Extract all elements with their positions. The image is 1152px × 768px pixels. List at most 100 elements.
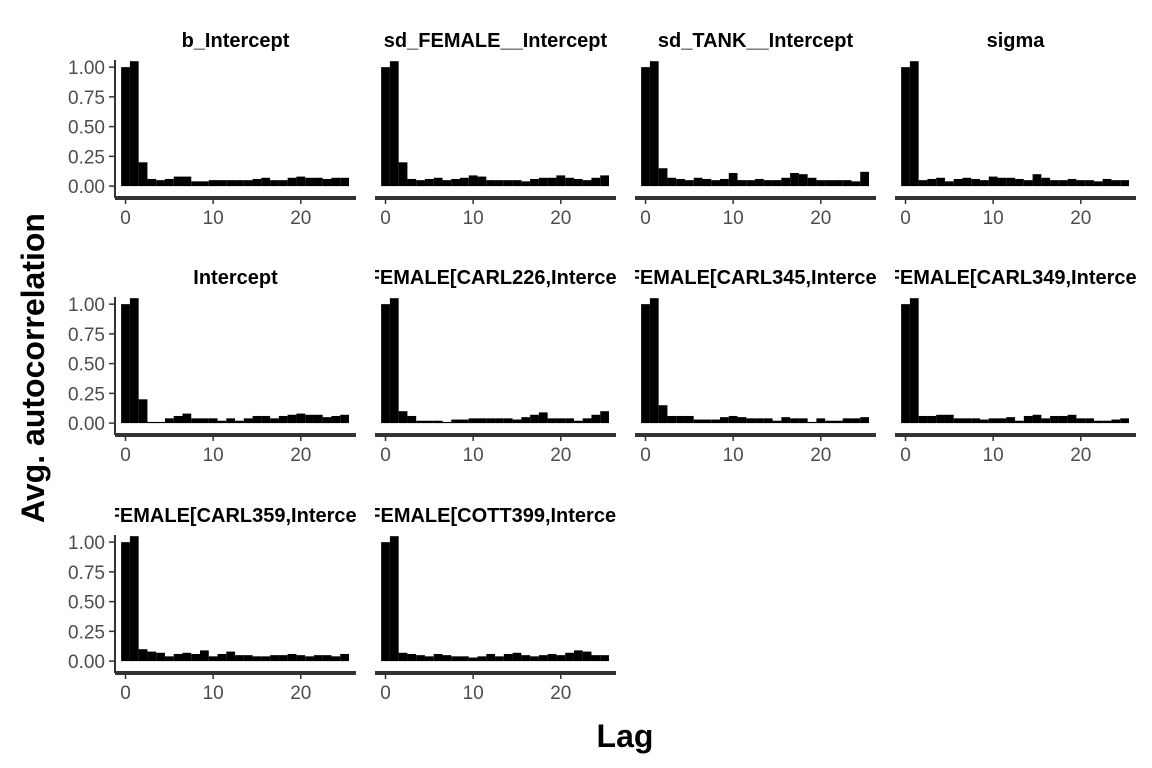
acf-bar: [156, 421, 165, 424]
acf-bar: [182, 176, 192, 187]
acf-bar: [953, 418, 963, 424]
acf-bar: [451, 178, 461, 187]
x-tick-label: 0: [640, 445, 651, 466]
acf-bar: [798, 418, 808, 424]
acf-bar: [781, 417, 791, 424]
panel-title: b_Intercept: [182, 30, 290, 52]
acf-bar: [252, 178, 262, 187]
acf-bar: [667, 415, 677, 424]
acf-bar: [389, 298, 399, 424]
acf-bar: [763, 418, 773, 424]
acf-bar: [927, 415, 937, 424]
acf-bar: [340, 653, 349, 662]
x-tick-label: 10: [463, 445, 484, 466]
acf-bar: [208, 656, 218, 662]
acf-bar: [486, 653, 496, 662]
acf-bar: [582, 418, 592, 424]
x-tick-label: 20: [550, 208, 571, 229]
acf-bar: [296, 655, 306, 662]
x-tick-label: 10: [203, 445, 224, 466]
y-axis-title: Avg. autocorrelation: [15, 213, 51, 523]
acf-bar: [860, 417, 869, 424]
acf-bar: [243, 418, 253, 424]
acf-bar: [737, 417, 747, 424]
acf-bar: [962, 418, 972, 424]
acf-bar: [988, 176, 998, 187]
acf-bar: [398, 411, 408, 424]
acf-bar: [121, 542, 130, 662]
acf-bar: [746, 418, 756, 424]
acf-bar: [182, 413, 192, 424]
acf-bar: [460, 419, 469, 424]
acf-bar: [477, 176, 487, 187]
acf-bar: [495, 180, 504, 187]
acf-bar: [538, 655, 548, 662]
acf-bar: [1006, 417, 1016, 424]
acf-bar: [322, 655, 332, 662]
acf-bar: [243, 655, 253, 662]
acf-bar: [944, 414, 954, 424]
acf-bar: [971, 418, 981, 424]
y-tick-label: 1.00: [68, 295, 105, 316]
acf-bar: [565, 177, 574, 187]
acf-bar: [582, 180, 592, 187]
acf-bar: [1120, 180, 1129, 187]
facet-panel: sd_TANK__Intercept 0 10 20: [635, 30, 876, 229]
x-tick-label: 20: [810, 208, 831, 229]
acf-bar: [997, 418, 1007, 424]
panel-title: sigma: [987, 30, 1046, 52]
acf-bar: [825, 420, 834, 424]
acf-bar: [287, 177, 297, 187]
acf-bar: [909, 298, 919, 424]
acf-bar: [416, 655, 425, 662]
acf-bar: [1067, 414, 1077, 424]
acf-bar: [901, 67, 910, 187]
x-tick-label: 0: [380, 208, 391, 229]
facet-panel: r_FEMALE[CARL345,Intercept] 0 10 20: [635, 267, 876, 466]
acf-bar: [816, 418, 826, 424]
acf-bar: [451, 656, 461, 662]
acf-bar: [322, 417, 332, 424]
acf-bar: [556, 418, 566, 424]
x-tick-label: 20: [550, 683, 571, 704]
acf-bar: [389, 61, 399, 187]
acf-bar: [503, 418, 513, 424]
acf-bar: [936, 414, 945, 424]
acf-bar: [521, 417, 531, 424]
x-tick-label: 0: [120, 208, 131, 229]
chart-panels: b_Intercept 0 10 20 0.00 0.25 0.50 0.75 1.00 sd_F…: [68, 30, 1136, 704]
acf-bar: [424, 178, 434, 187]
acf-bar: [591, 177, 601, 187]
acf-bar: [1058, 415, 1068, 424]
panel-title: sd_TANK__Intercept: [658, 30, 854, 52]
acf-bar: [235, 655, 244, 662]
acf-bar: [1076, 180, 1086, 187]
acf-bar: [138, 649, 148, 662]
acf-bar: [763, 180, 773, 187]
acf-bar: [407, 178, 417, 187]
acf-bar: [381, 542, 390, 662]
acf-bar: [191, 181, 201, 187]
panel-title: r_FEMALE[COTT399,Intercept]: [349, 505, 641, 527]
acf-bar: [573, 178, 583, 187]
y-tick-label: 0.00: [68, 414, 105, 435]
acf-bar: [1015, 420, 1024, 424]
y-tick-label: 1.00: [68, 58, 105, 79]
facet-panel: sigma 0 10 20: [895, 30, 1136, 229]
acf-bar: [442, 180, 452, 187]
acf-bar: [980, 180, 989, 187]
acf-bar: [944, 181, 954, 187]
acf-bar: [684, 180, 694, 187]
acf-bar: [340, 177, 349, 187]
acf-bar: [538, 412, 548, 424]
acf-bar: [711, 180, 721, 187]
acf-bar: [936, 177, 945, 187]
x-tick-label: 10: [983, 208, 1004, 229]
x-tick-label: 20: [550, 445, 571, 466]
acf-bar: [208, 418, 218, 424]
acf-bar: [927, 178, 937, 187]
acf-bar: [296, 413, 306, 424]
acf-bar: [433, 177, 443, 187]
acf-bar: [1041, 418, 1051, 424]
acf-bar: [226, 651, 236, 662]
